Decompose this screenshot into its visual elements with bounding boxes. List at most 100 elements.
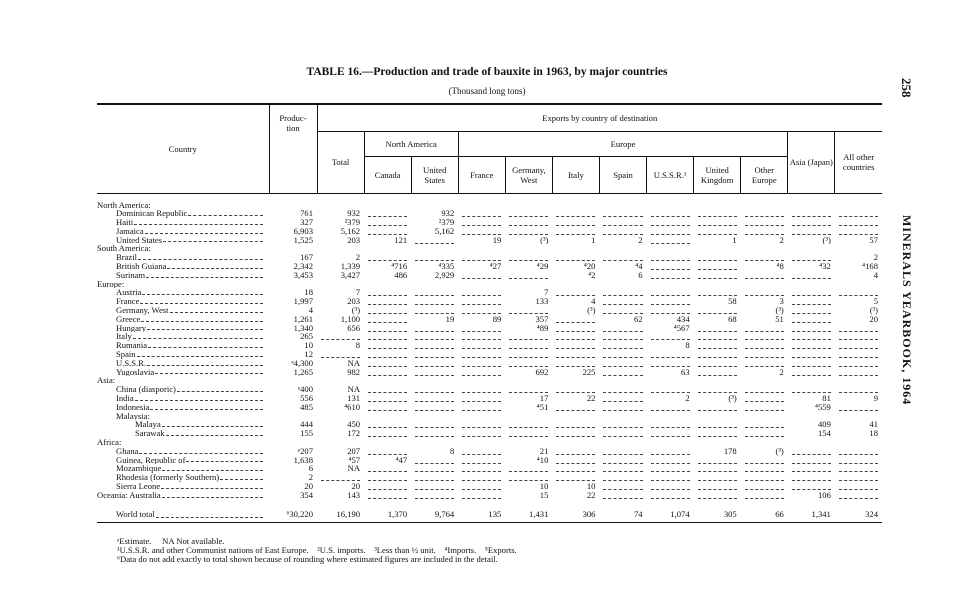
- value-cell: 155: [300, 429, 313, 439]
- empty-cell: [647, 385, 694, 394]
- value-cell: 81: [822, 394, 831, 403]
- row-label-text: Africa:: [97, 438, 122, 447]
- empty-cell: [411, 394, 458, 403]
- empty-cell: [599, 456, 646, 465]
- row-label-cell: Indonesia: [97, 403, 269, 412]
- row-label: Malaya: [97, 420, 269, 429]
- leader: [147, 364, 263, 366]
- empty-cell: [694, 209, 741, 218]
- empty-cell: [788, 482, 835, 491]
- value-cell: 2: [308, 473, 313, 482]
- empty-cell: [835, 359, 882, 368]
- empty-cell: [741, 464, 788, 473]
- value-cell: NA: [347, 385, 361, 395]
- data-row: Yugoslavia 1,265 982 692 225 63 2: [97, 368, 882, 377]
- empty-cell: [835, 403, 882, 412]
- leader: [462, 421, 502, 429]
- leader: [163, 240, 263, 243]
- section-row: North America:: [97, 201, 882, 210]
- leader: [697, 272, 737, 279]
- leader: [697, 369, 737, 376]
- leader: [415, 351, 455, 358]
- empty-cell: [741, 491, 788, 500]
- leader: [603, 228, 643, 235]
- blank: [269, 376, 882, 385]
- row-label: Rhodesia (formerly Southern): [97, 473, 269, 482]
- empty-cell: [647, 350, 694, 359]
- leader: [556, 386, 596, 394]
- footnote: ⁶Data do not add exactly to total shown …: [117, 554, 498, 565]
- empty-cell: [788, 385, 835, 394]
- empty-cell: [505, 473, 552, 482]
- leader: [650, 483, 690, 490]
- leader: [138, 258, 263, 261]
- data-row: Malaya 444 450 409 41: [97, 420, 882, 429]
- row-label: India: [97, 394, 269, 403]
- value-cell: 131: [347, 394, 361, 403]
- leader: [791, 219, 831, 226]
- leader: [791, 465, 831, 473]
- empty-cell: [411, 297, 458, 306]
- empty-cell: [788, 306, 835, 315]
- leader: [838, 333, 878, 341]
- row-label: Greece: [97, 315, 269, 324]
- empty-cell: [741, 324, 788, 333]
- data-row: Hungary 1,340 656 ⁴89 ⁴567: [97, 324, 882, 333]
- column-header: Total: [317, 131, 365, 194]
- empty-cell: [599, 464, 646, 473]
- empty-cell: [694, 288, 741, 297]
- leader: [791, 342, 831, 350]
- leader: [321, 474, 361, 482]
- header-row: Canada United States France Germany, West It…: [97, 156, 882, 194]
- empty-cell: [458, 447, 505, 456]
- leader: [650, 307, 690, 314]
- row-label: British Guiana: [97, 262, 269, 271]
- header-text: tion: [286, 123, 300, 133]
- empty-cell: [552, 341, 599, 350]
- value-cell: 6: [638, 270, 643, 280]
- row-label-cell: Germany, West: [97, 306, 269, 315]
- row-label-text: Sarawak: [135, 429, 165, 439]
- value-cell: (³): [540, 235, 549, 245]
- row-label-text: Rhodesia (formerly Southern): [116, 473, 220, 482]
- empty-cell: [552, 359, 599, 368]
- leader: [650, 263, 690, 270]
- leader: [838, 448, 878, 455]
- leader: [415, 307, 455, 314]
- leader: [142, 293, 263, 296]
- value-cell: 63: [681, 367, 690, 377]
- column-header: Canada: [364, 156, 412, 194]
- leader: [155, 516, 263, 518]
- leader: [650, 465, 690, 473]
- leader: [791, 386, 831, 394]
- empty-cell: [411, 236, 458, 245]
- header-text: Produc-: [279, 113, 307, 123]
- leader: [791, 289, 831, 297]
- value-cell: ²379: [438, 218, 455, 227]
- value-cell: 3: [779, 297, 784, 307]
- value-cell: 5,162: [340, 226, 361, 236]
- empty-cell: [505, 209, 552, 218]
- leader: [791, 483, 831, 490]
- empty-cell: [647, 297, 694, 306]
- row-label-text: Ghana: [116, 446, 139, 456]
- value-cell: (³): [775, 306, 784, 315]
- value-cell: 225: [582, 367, 596, 377]
- leader: [697, 289, 737, 297]
- value-cell: 357: [535, 314, 549, 324]
- value-cell: 8: [355, 341, 361, 351]
- blank: [269, 280, 882, 289]
- leader: [603, 219, 643, 226]
- leader: [147, 328, 263, 331]
- leader: [838, 483, 878, 490]
- empty-cell: [835, 324, 882, 333]
- leader: [462, 457, 502, 464]
- value-cell: ⁴559: [814, 402, 831, 412]
- leader: [167, 267, 263, 269]
- leader: [509, 465, 549, 473]
- leader: [603, 307, 643, 314]
- empty-cell: [599, 368, 646, 377]
- empty-cell: [364, 218, 411, 227]
- empty-cell: [505, 385, 552, 394]
- leader: [744, 360, 784, 367]
